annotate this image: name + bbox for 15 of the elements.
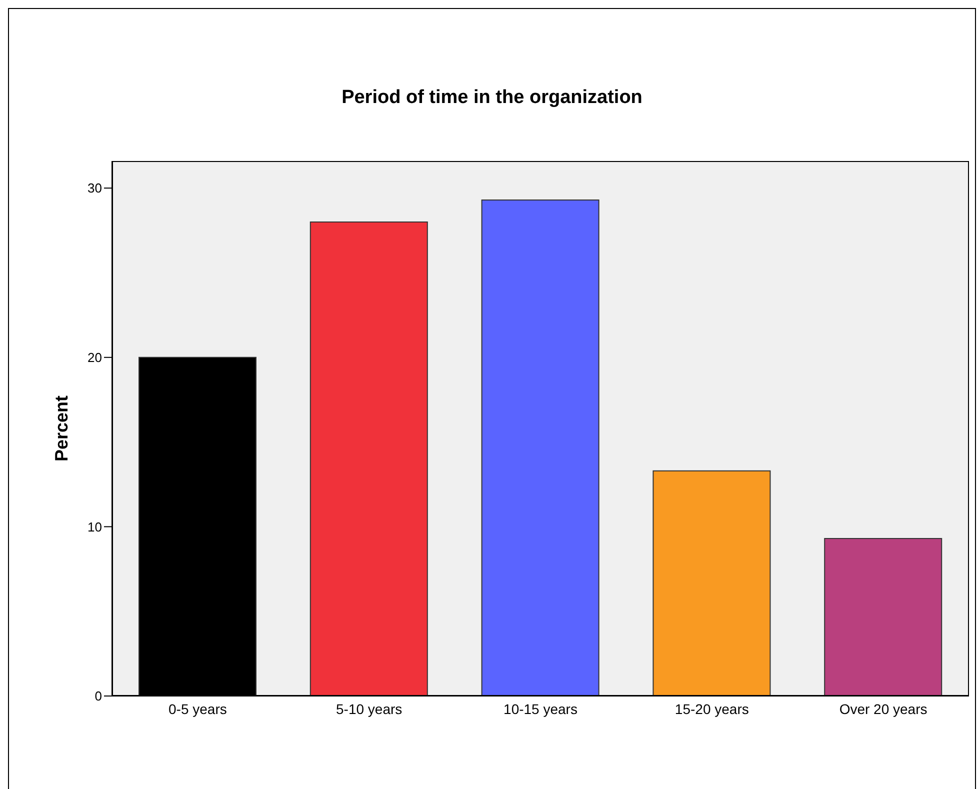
y-tick-label: 0 [94, 688, 102, 704]
x-tick-label: 5-10 years [336, 700, 402, 717]
bar [310, 221, 428, 696]
chart-title: Period of time in the organization [340, 87, 644, 109]
bar [824, 538, 942, 696]
y-axis-title: Percent [51, 395, 72, 462]
x-tick-label: 0-5 years [168, 700, 227, 717]
bar [481, 199, 600, 696]
y-tick-label: 20 [88, 350, 102, 366]
y-tick-label: 30 [88, 180, 102, 196]
x-tick-label: Over 20 years [839, 700, 928, 717]
x-tick-label: 10-15 years [504, 700, 578, 717]
x-tick-label: 15-20 years [674, 700, 749, 717]
y-tick-label: 10 [88, 519, 102, 534]
bar [652, 470, 771, 696]
